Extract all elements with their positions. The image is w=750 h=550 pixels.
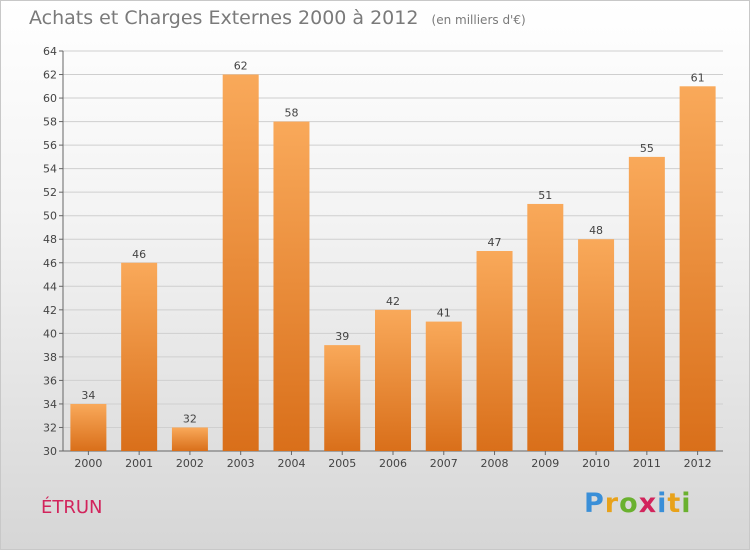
bar (628, 156, 665, 451)
data-label: 39 (335, 330, 349, 343)
bar (578, 239, 615, 451)
bar (121, 262, 158, 451)
data-label: 47 (488, 236, 502, 249)
data-label: 62 (234, 60, 248, 73)
x-tick-label: 2006 (379, 457, 407, 470)
y-tick-label: 32 (43, 421, 57, 434)
logo-letter: x (638, 488, 658, 519)
bar (679, 86, 716, 451)
bar (324, 345, 361, 451)
x-tick-label: 2008 (481, 457, 509, 470)
proxiti-logo: Proxiti (584, 488, 692, 519)
data-label: 32 (183, 412, 197, 425)
data-label: 55 (640, 142, 654, 155)
y-tick-label: 38 (43, 351, 57, 364)
bar (425, 321, 462, 451)
data-label: 58 (284, 107, 298, 120)
logo-letter: i (657, 488, 668, 519)
y-tick-label: 46 (43, 257, 57, 270)
y-tick-label: 52 (43, 186, 57, 199)
bar (222, 74, 259, 451)
y-tick-label: 62 (43, 69, 57, 82)
bar (273, 121, 310, 452)
x-tick-label: 2003 (227, 457, 255, 470)
chart-subtitle: (en milliers d'€) (431, 13, 526, 27)
y-tick-label: 30 (43, 445, 57, 458)
y-tick-label: 54 (43, 163, 57, 176)
data-label: 61 (691, 71, 705, 84)
y-tick-label: 60 (43, 92, 57, 105)
x-tick-label: 2005 (328, 457, 356, 470)
y-tick-label: 44 (43, 280, 57, 293)
bar (476, 251, 513, 451)
bar (527, 203, 564, 451)
y-tick-label: 40 (43, 327, 57, 340)
y-tick-label: 36 (43, 374, 57, 387)
data-label: 41 (437, 307, 451, 320)
x-tick-label: 2012 (684, 457, 712, 470)
bar (171, 427, 208, 451)
logo-letter: P (584, 488, 605, 519)
x-tick-label: 2011 (633, 457, 661, 470)
title-row: Achats et Charges Externes 2000 à 2012 (… (29, 7, 526, 29)
y-tick-label: 34 (43, 398, 57, 411)
labels: 30 32 34 36 38 40 42 44 46 48 50 52 54 56 58 60 62 64 34 20… (43, 45, 712, 470)
x-tick-label: 2009 (531, 457, 559, 470)
logo-letter: r (604, 488, 620, 519)
y-tick-label: 48 (43, 233, 57, 246)
data-label: 48 (589, 224, 603, 237)
data-label: 51 (538, 189, 552, 202)
bar (375, 309, 411, 451)
data-label: 42 (386, 295, 400, 308)
data-label: 34 (81, 389, 95, 402)
commune-name: ÉTRUN (41, 497, 103, 518)
x-tick-label: 2001 (125, 457, 153, 470)
chart-title: Achats et Charges Externes 2000 à 2012 (29, 7, 419, 29)
y-tick-label: 50 (43, 210, 57, 223)
data-label: 46 (132, 248, 146, 261)
logo-letter: i (681, 488, 692, 519)
y-tick-label: 56 (43, 139, 57, 152)
x-tick-label: 2007 (430, 457, 458, 470)
y-tick-label: 64 (43, 45, 57, 58)
bars (70, 74, 716, 452)
x-tick-label: 2010 (582, 457, 610, 470)
bar (70, 403, 107, 451)
logo-letter: t (667, 488, 682, 519)
x-tick-label: 2004 (277, 457, 305, 470)
y-tick-label: 58 (43, 116, 57, 129)
y-tick-label: 42 (43, 304, 57, 317)
x-tick-label: 2000 (74, 457, 102, 470)
x-tick-label: 2002 (176, 457, 204, 470)
logo-letter: o (619, 488, 639, 519)
